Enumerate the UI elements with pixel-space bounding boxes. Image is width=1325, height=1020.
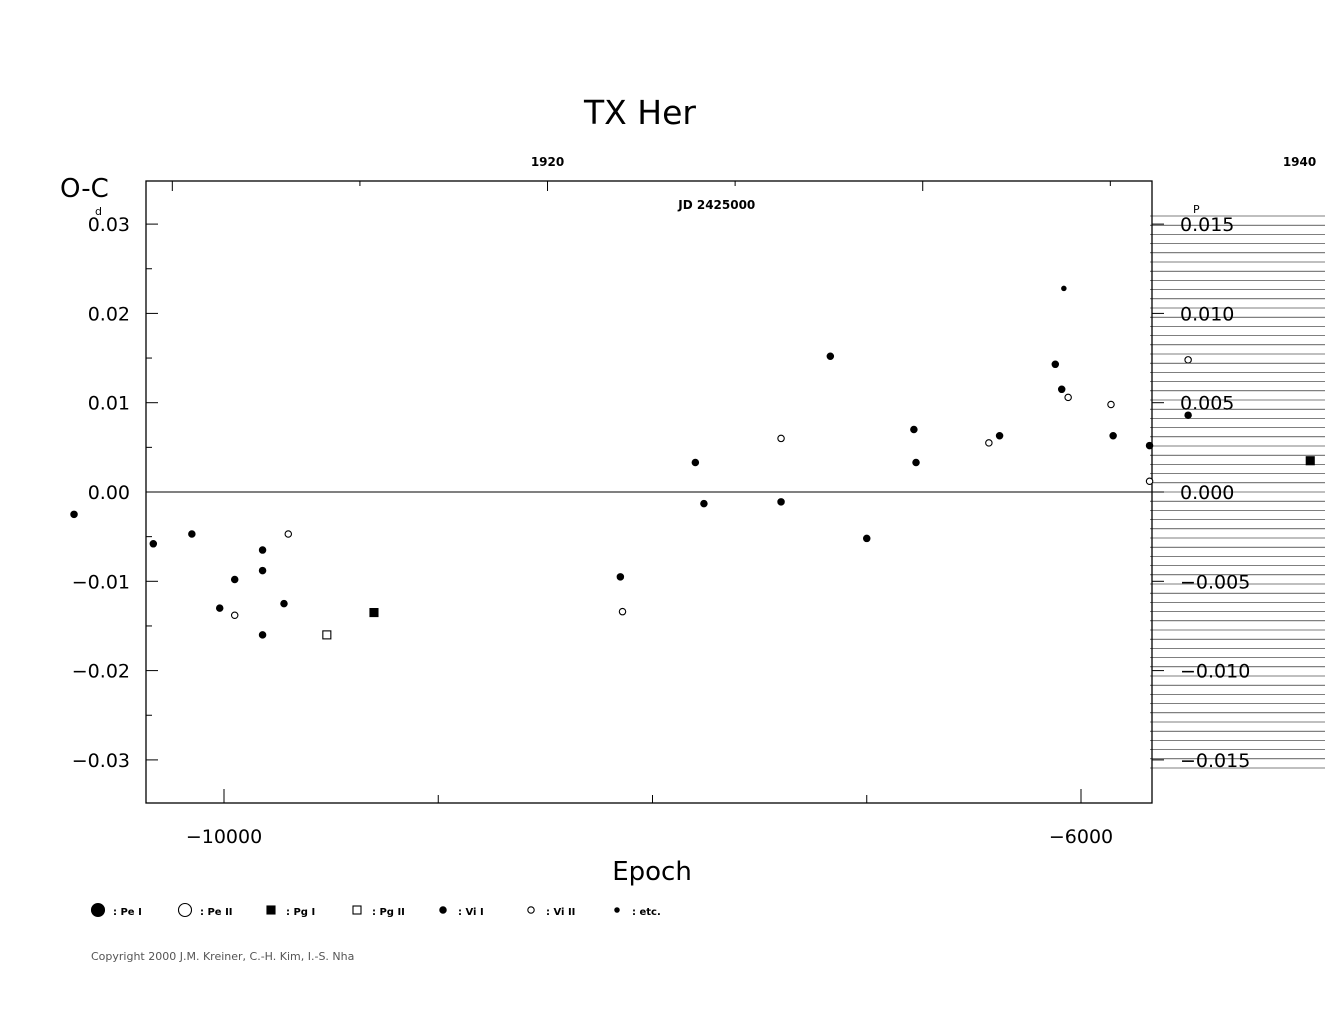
legend-marker-viii bbox=[527, 906, 535, 914]
point-vi-i bbox=[691, 458, 700, 467]
point-vi-i bbox=[149, 540, 158, 548]
future-epoch-region bbox=[1150, 215, 1325, 769]
point-vi-i bbox=[826, 352, 835, 361]
point-vi-i bbox=[910, 425, 918, 434]
right-axis-unit: P bbox=[1193, 203, 1200, 216]
point-vi-i bbox=[1109, 431, 1117, 440]
point-vi-ii bbox=[1145, 477, 1154, 486]
point-etc bbox=[1061, 285, 1067, 292]
point-vi-i bbox=[188, 530, 196, 538]
x-tick-label: −10000 bbox=[186, 826, 262, 848]
legend-marker-peii bbox=[177, 902, 193, 918]
point-vi-ii bbox=[777, 434, 785, 443]
right-tick-label: 0.005 bbox=[1180, 393, 1234, 415]
point-vi-ii bbox=[618, 607, 627, 616]
legend-marker-pgi bbox=[266, 905, 276, 915]
axis-labels: −10000−6000−2000200060000.030.020.010.00… bbox=[72, 155, 1316, 848]
point-vi-i bbox=[258, 566, 267, 575]
point-vi-i bbox=[912, 458, 920, 467]
year-tick-label: 1940 bbox=[1283, 155, 1316, 169]
point-vi-i bbox=[258, 546, 267, 554]
point-vi-i bbox=[1184, 411, 1192, 419]
legend-label: : Vi I bbox=[458, 907, 484, 918]
right-tick-label: −0.015 bbox=[1180, 750, 1250, 772]
y-tick-label: −0.02 bbox=[72, 661, 130, 683]
y-tick-label: −0.03 bbox=[72, 750, 130, 772]
copyright-note: Copyright 2000 J.M. Kreiner, C.-H. Kim, … bbox=[91, 950, 354, 963]
point-vi-ii bbox=[284, 530, 293, 538]
point-vi-i bbox=[230, 575, 239, 584]
y-tick-label: 0.01 bbox=[88, 393, 130, 415]
legend-label: : Pg II bbox=[372, 907, 405, 918]
point-vi-ii bbox=[230, 611, 239, 619]
x-tick-label: −6000 bbox=[1049, 826, 1113, 848]
legend-marker-pgii bbox=[352, 905, 362, 915]
legend-label: : Pe II bbox=[200, 907, 233, 918]
point-vi-ii bbox=[1107, 400, 1115, 409]
point-pg-i bbox=[369, 608, 379, 618]
y-axis-label: O-C bbox=[60, 174, 109, 204]
legend-label: : Pe I bbox=[113, 907, 142, 918]
year-tick-label: 1920 bbox=[531, 155, 564, 169]
point-vi-i bbox=[215, 604, 224, 612]
right-tick-label: 0.000 bbox=[1180, 482, 1234, 504]
legend-label: : Vi II bbox=[546, 907, 575, 918]
point-vi-i bbox=[280, 599, 288, 608]
x-axis-label: Epoch bbox=[612, 857, 692, 887]
right-tick-label: −0.005 bbox=[1180, 571, 1250, 593]
point-vi-ii bbox=[1184, 356, 1192, 364]
point-vi-i bbox=[1057, 385, 1066, 394]
point-pg-i bbox=[1305, 456, 1315, 466]
right-tick-label: −0.010 bbox=[1180, 661, 1250, 683]
legend-marker-etc bbox=[614, 907, 620, 913]
y-tick-label: −0.01 bbox=[72, 571, 130, 593]
point-vi-i bbox=[995, 431, 1004, 440]
legend-label: : etc. bbox=[632, 907, 661, 918]
point-vi-i bbox=[1145, 441, 1154, 450]
point-vi-i bbox=[700, 499, 708, 508]
point-vi-i bbox=[777, 498, 785, 506]
point-vi-i bbox=[862, 534, 871, 543]
point-vi-i bbox=[1051, 360, 1060, 369]
chart-title: TX Her bbox=[583, 93, 696, 132]
point-vi-ii bbox=[985, 439, 993, 447]
future-region-hatching bbox=[1150, 215, 1325, 769]
data-points bbox=[70, 285, 1315, 640]
legend: : Pe I : Pe II : Pg I : Pg II : Vi I : Vi II:… bbox=[90, 902, 661, 918]
right-tick-label: 0.010 bbox=[1180, 303, 1234, 325]
y-tick-label: 0.03 bbox=[88, 214, 130, 236]
legend-marker-vii bbox=[439, 906, 447, 914]
point-vi-i bbox=[258, 631, 267, 639]
point-vi-i bbox=[70, 510, 78, 519]
legend-marker-pei bbox=[90, 902, 106, 918]
y-tick-label: 0.02 bbox=[88, 303, 130, 325]
plot-axes bbox=[145, 180, 1164, 804]
y-tick-label: 0.00 bbox=[88, 482, 130, 504]
point-pg-ii bbox=[322, 630, 332, 640]
y-axis-unit: d bbox=[95, 205, 102, 218]
right-tick-label: 0.015 bbox=[1180, 214, 1234, 236]
point-vi-i bbox=[616, 573, 625, 581]
point-vi-ii bbox=[1064, 393, 1072, 402]
legend-label: : Pg I bbox=[286, 907, 315, 918]
jd-label: JD 2425000 bbox=[677, 198, 755, 212]
